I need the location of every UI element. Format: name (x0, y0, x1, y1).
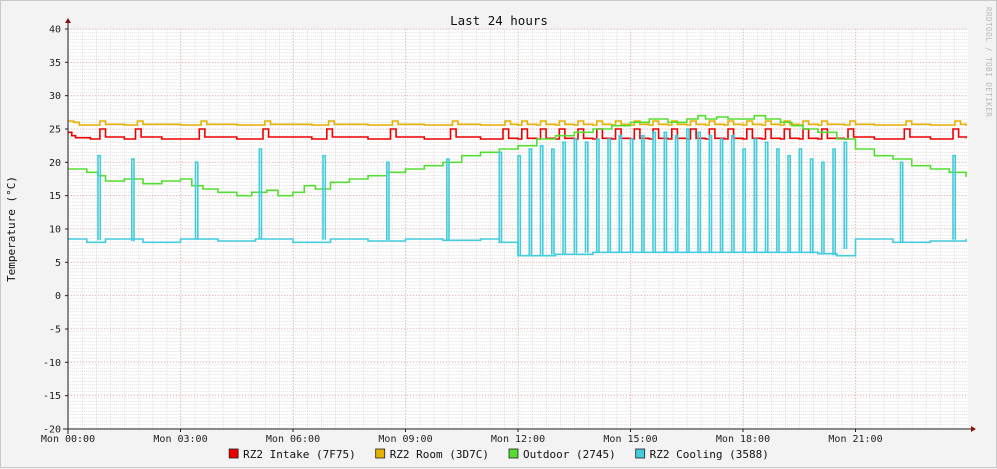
y-tick-label: 0 (55, 291, 61, 302)
y-axis-label: Temperature (°C) (5, 176, 18, 282)
series-3-spike (446, 158, 450, 241)
y-tick-label: 30 (49, 91, 61, 102)
watermark: RRDTOOL / TOBI OETIKER (984, 7, 993, 117)
series-3-spike (97, 154, 102, 241)
series-3-spike (742, 148, 747, 253)
series-3-spike (194, 161, 199, 240)
series-3-spike (764, 141, 769, 253)
legend-label: RZ2 Intake (7F75) (243, 448, 356, 461)
series-3-spike (809, 158, 814, 254)
y-tick-label: 25 (49, 125, 61, 136)
series-3-spike (730, 134, 735, 253)
series-3-spike (753, 138, 758, 253)
series-3-spike (952, 154, 957, 240)
series-3-spike (843, 141, 848, 249)
y-tick-label: -15 (43, 391, 61, 402)
y-tick-label: 15 (49, 191, 61, 202)
legend-label: RZ2 Cooling (3588) (650, 448, 769, 461)
series-3-spike (697, 131, 702, 253)
y-tick-label: 40 (49, 25, 61, 36)
x-tick-label: Mon 09:00 (378, 434, 432, 445)
x-tick-label: Mon 06:00 (266, 434, 320, 445)
series-3-spike (386, 161, 390, 240)
series-3-spike (641, 134, 645, 253)
series-3-spike (584, 141, 589, 253)
series-3-spike (899, 161, 904, 243)
x-axis-arrow (971, 426, 976, 432)
chart-title: Last 24 hours (450, 13, 548, 28)
x-tick-label: Mon 00:00 (41, 434, 95, 445)
series-3-spike (674, 134, 679, 253)
series-3-spike (131, 158, 135, 242)
series-3-spike (663, 131, 668, 253)
series-3-spike (573, 138, 578, 254)
legend-swatch (375, 448, 386, 459)
legend-swatch (635, 448, 646, 459)
y-tick-label: -20 (43, 425, 61, 436)
y-axis-arrow (65, 18, 71, 23)
series-3-spike (596, 138, 600, 253)
series-3-baseline-line (68, 238, 967, 257)
series-3-spike (551, 148, 555, 255)
y-tick-label: 5 (55, 258, 61, 269)
x-tick-label: Mon 18:00 (716, 434, 770, 445)
x-tick-label: Mon 03:00 (153, 434, 207, 445)
y-tick-label: 35 (49, 58, 61, 69)
legend-label: RZ2 Room (3D7C) (390, 448, 489, 461)
legend-swatch (508, 448, 519, 459)
series-3-spike (258, 148, 263, 240)
series-3-spike (322, 154, 327, 240)
series-3-spike (539, 144, 544, 255)
y-tick-label: 20 (49, 158, 61, 169)
series-3-spike (528, 148, 533, 256)
series-3-spike (821, 161, 825, 255)
series-3-spike (498, 151, 503, 243)
x-tick-label: Mon 12:00 (491, 434, 545, 445)
series-2-line (68, 114, 967, 197)
series-3-spike (798, 148, 803, 253)
series-3-spike (652, 131, 657, 253)
series-3-spike (562, 141, 567, 254)
y-axis-ticks: 40 35 30 25 20 15 10 5 0 -5 -10 -15 -20 (43, 25, 68, 436)
y-tick-label: -5 (49, 325, 61, 336)
x-tick-label: Mon 15:00 (603, 434, 657, 445)
series-3-spike (618, 134, 623, 253)
x-tick-label: Mon 21:00 (828, 434, 882, 445)
series-3-spike (708, 134, 713, 253)
legend: RZ2 Intake (7F75) RZ2 Room (3D7C) Outdoor … (228, 448, 769, 461)
series-0-line (68, 128, 967, 140)
x-axis-ticks: Mon 00:00 Mon 03:00 Mon 06:00 Mon 09:00 Mon … (41, 429, 883, 445)
series-3-spike (629, 138, 634, 253)
series-3-spike (607, 138, 612, 253)
series-3-spike (832, 148, 836, 256)
series-3-spike (719, 138, 724, 253)
legend-swatch (228, 448, 239, 459)
y-tick-label: 10 (49, 225, 61, 236)
y-tick-label: -10 (43, 358, 61, 369)
series-lines (68, 114, 967, 257)
legend-label: Outdoor (2745) (523, 448, 616, 461)
series-3-spike (787, 154, 791, 253)
series-3-spike (686, 128, 690, 253)
series-3-spike (776, 148, 780, 253)
series-3-spike (517, 154, 522, 256)
